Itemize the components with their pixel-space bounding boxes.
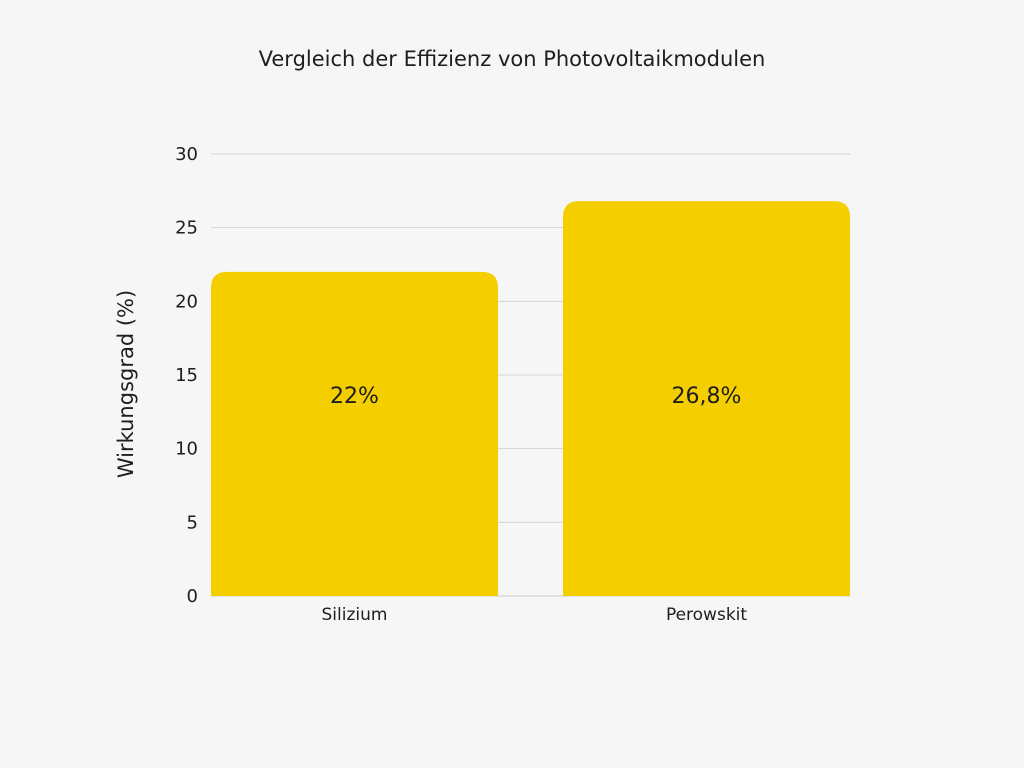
y-axis-label: Wirkungsgrad (%): [114, 290, 138, 478]
x-tick-label: Perowskit: [666, 605, 747, 625]
y-tick-label: 15: [175, 365, 198, 386]
bars: [211, 201, 850, 596]
chart-title: Vergleich der Effizienz von Photovoltaik…: [259, 47, 766, 71]
bar-perowskit: [563, 201, 850, 596]
x-axis-ticks: Silizium Perowskit: [322, 605, 748, 625]
y-axis-ticks: 0 5 10 15 20 25 30: [175, 144, 198, 607]
data-label: 22%: [330, 384, 379, 409]
y-tick-label: 25: [175, 218, 198, 239]
y-tick-label: 5: [187, 512, 198, 533]
data-label: 26,8%: [672, 384, 742, 409]
bar-silizium: [211, 271, 498, 596]
y-tick-label: 0: [187, 586, 198, 607]
y-tick-label: 10: [175, 439, 198, 460]
y-tick-label: 30: [175, 144, 198, 165]
x-tick-label: Silizium: [322, 605, 388, 625]
y-tick-label: 20: [175, 291, 198, 312]
data-labels: 22% 26,8%: [330, 384, 741, 409]
